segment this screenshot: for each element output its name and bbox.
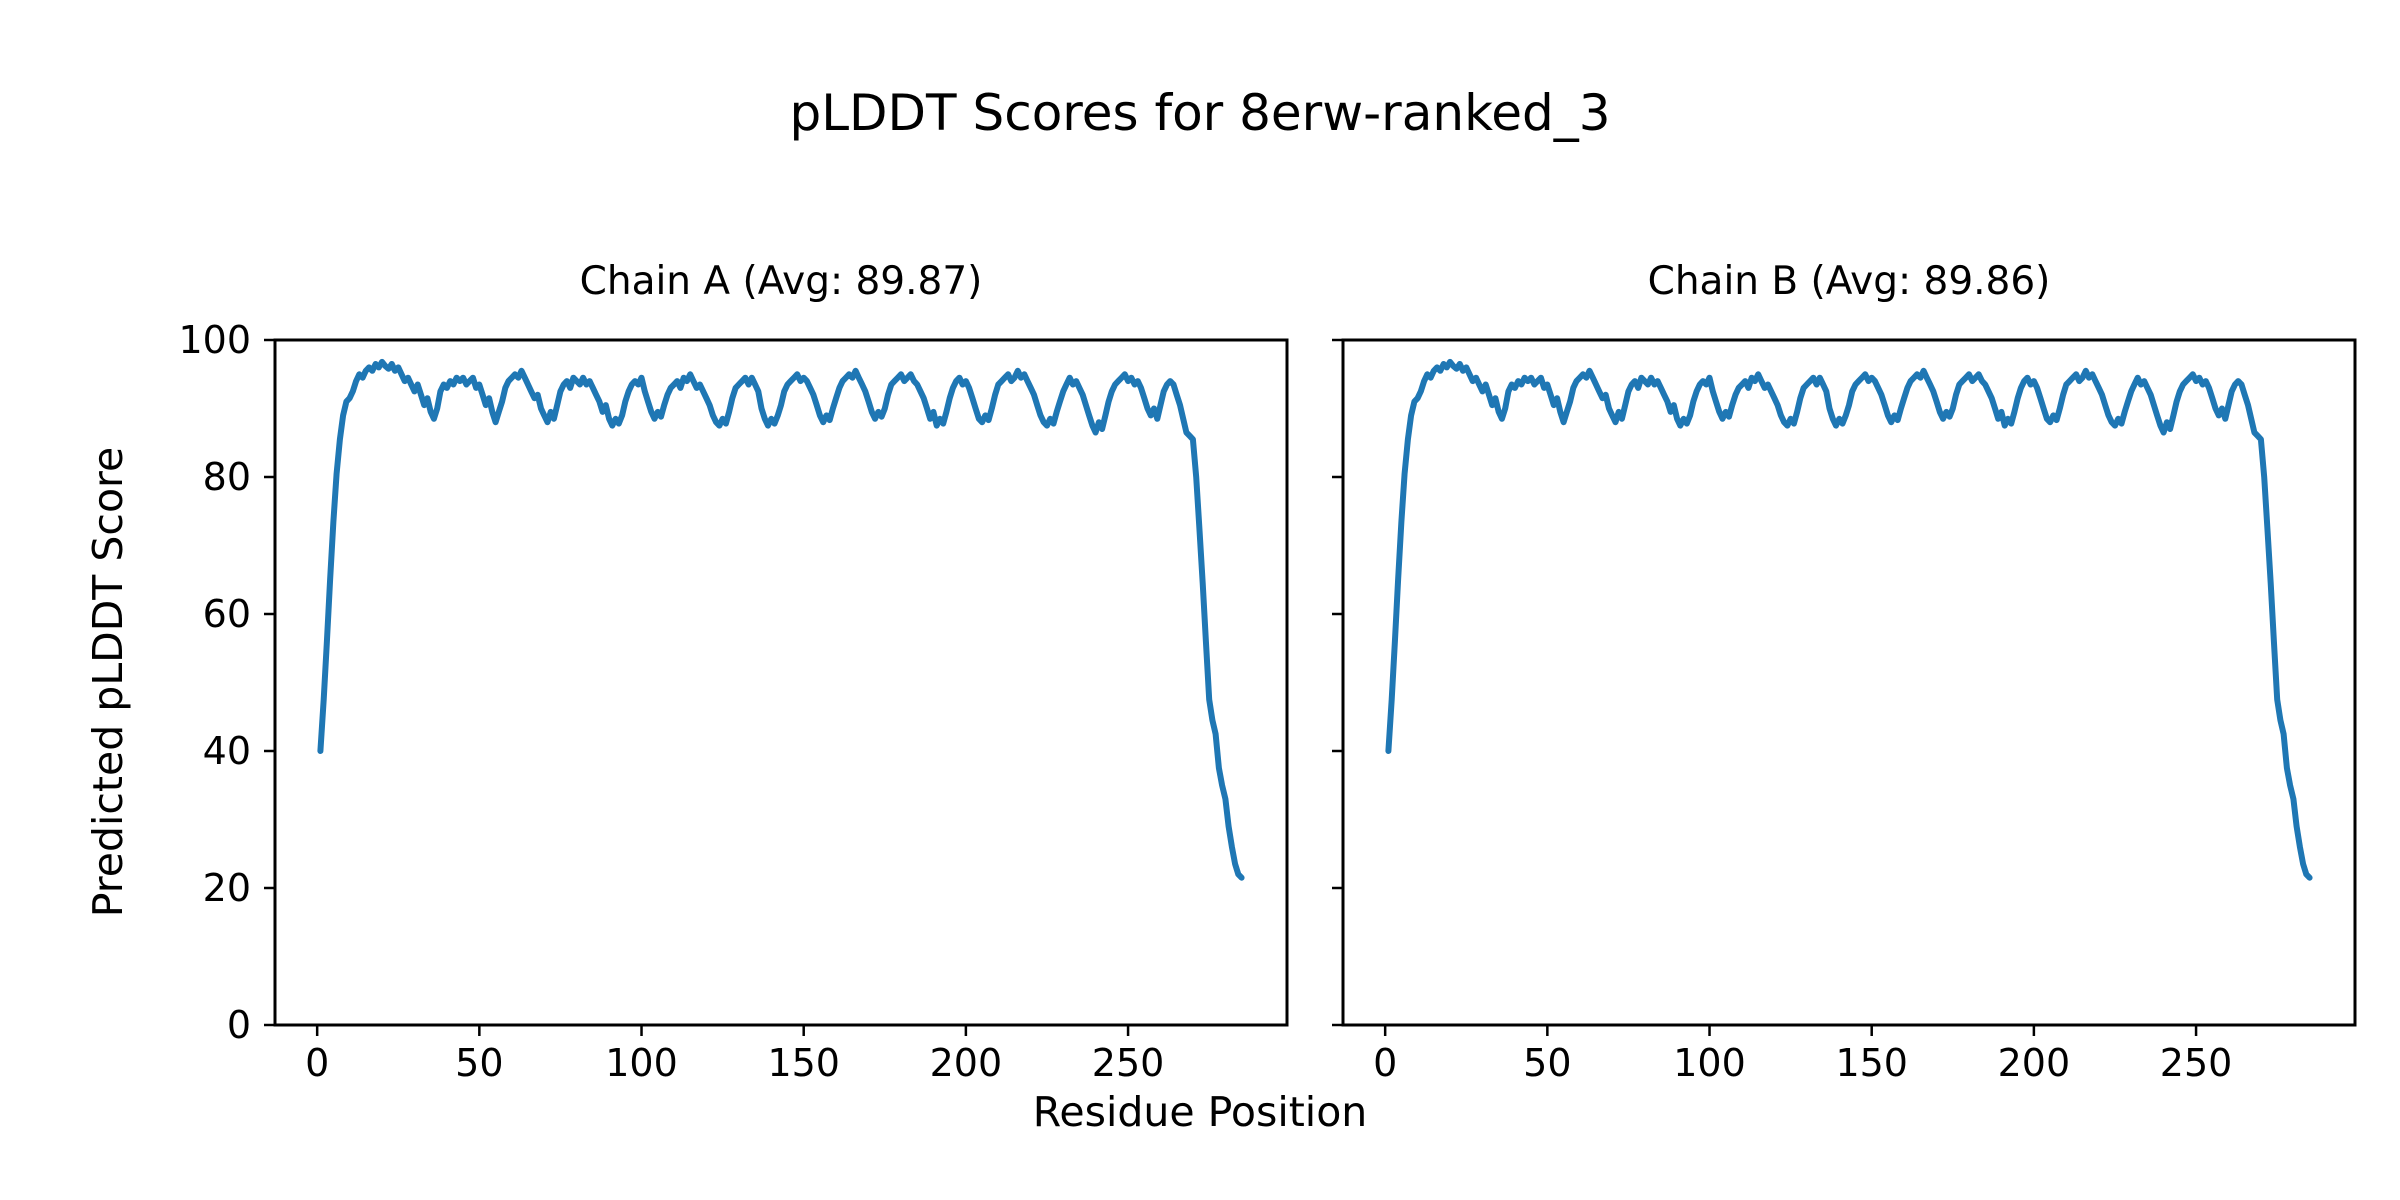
plot-area xyxy=(264,338,1289,1036)
x-axis-label: Residue Position xyxy=(1032,1088,1368,1136)
axes-spines xyxy=(1341,338,2357,1027)
x-tick-label: 50 xyxy=(1523,1041,1572,1085)
plddt-line-chain-a xyxy=(317,358,1245,881)
x-tick-label: 250 xyxy=(1091,1041,1165,1085)
y-tick-label: 20 xyxy=(202,866,251,910)
x-tick-label: 200 xyxy=(929,1041,1003,1085)
subplot-title-chain-b: Chain B (Avg: 89.86) xyxy=(1647,259,2051,304)
y-tick-label: 80 xyxy=(202,455,251,499)
plddt-line-chain-b xyxy=(1385,358,2313,881)
x-tick-label: 150 xyxy=(1835,1041,1908,1085)
figure-title: pLDDT Scores for 8erw-ranked_3 xyxy=(789,84,1611,142)
axes-chain-b: 0 50 100 150 200 250 xyxy=(1332,338,2357,1085)
x-tick-label: 0 xyxy=(1373,1041,1398,1085)
x-tick-label: 0 xyxy=(305,1041,330,1085)
axes-chain-a: 0 50 100 150 200 250 0 20 40 60 80 100 xyxy=(178,318,1289,1085)
y-tick-label: 40 xyxy=(202,729,251,773)
y-tick-label: 60 xyxy=(202,592,251,636)
x-tick-label: 250 xyxy=(2159,1041,2233,1085)
subplot-title-chain-a: Chain A (Avg: 89.87) xyxy=(579,259,983,304)
x-tick-label: 100 xyxy=(1673,1041,1746,1085)
y-axis-label: Predicted pLDDT Score xyxy=(84,446,132,918)
y-tick-label: 0 xyxy=(226,1003,251,1047)
x-tick-label: 50 xyxy=(455,1041,504,1085)
y-tick-label: 100 xyxy=(178,318,251,362)
plot-area xyxy=(1332,338,2357,1036)
axes-spines xyxy=(273,338,1289,1027)
x-tick-label: 150 xyxy=(767,1041,840,1085)
x-tick-label: 200 xyxy=(1997,1041,2071,1085)
x-tick-label: 100 xyxy=(605,1041,678,1085)
